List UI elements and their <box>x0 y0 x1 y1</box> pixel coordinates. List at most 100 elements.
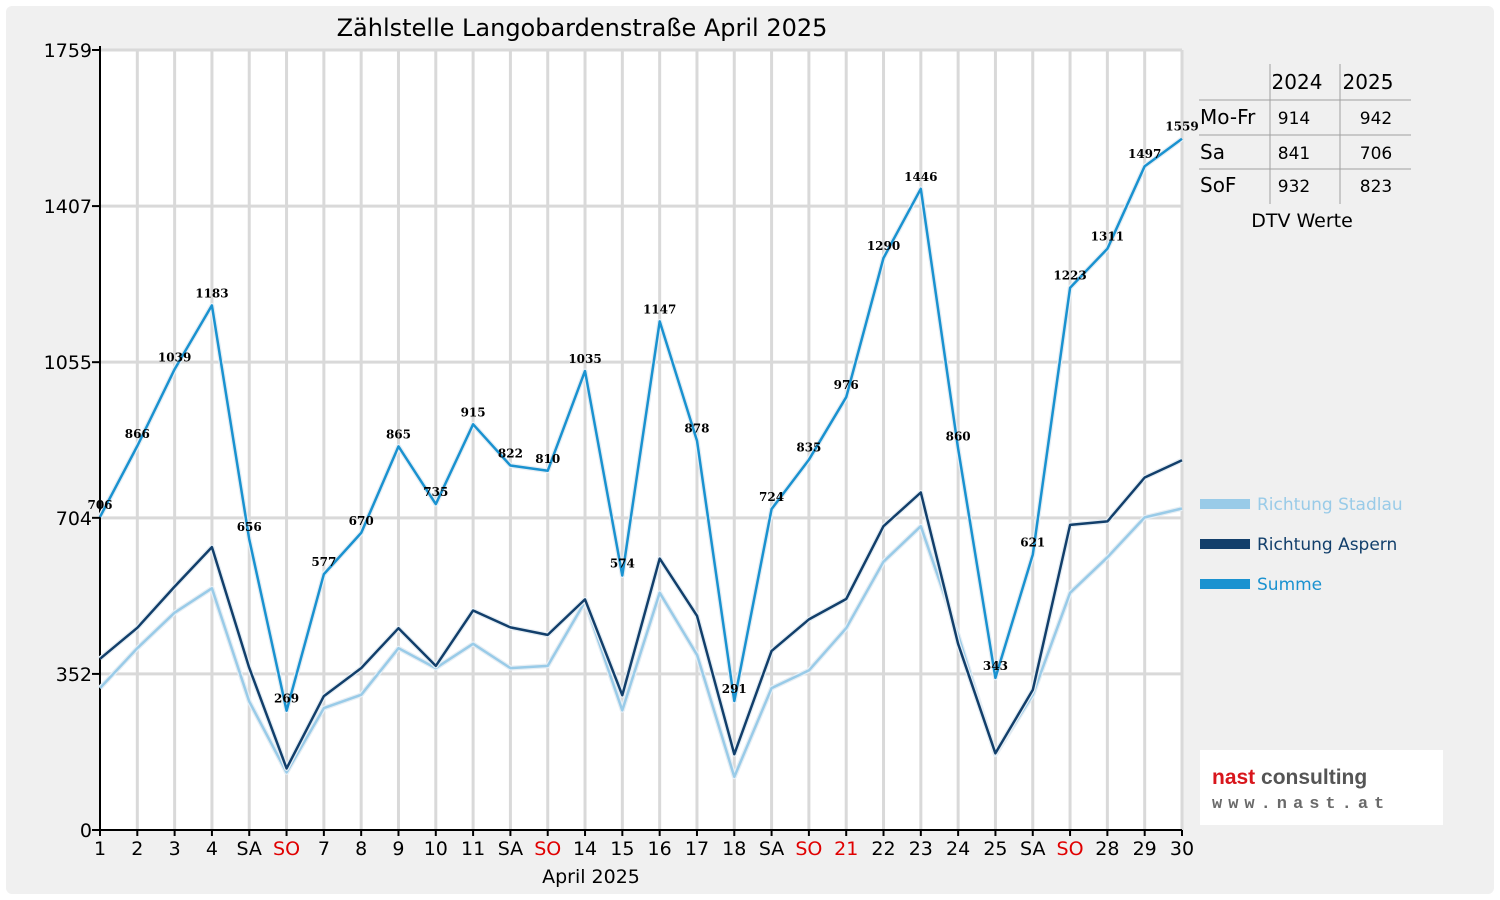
x-tick-label: 28 <box>1095 838 1119 860</box>
dtv-col-2025: 2025 <box>1343 70 1394 94</box>
logo-box <box>1200 750 1443 825</box>
dtv-col-2024: 2024 <box>1272 70 1323 94</box>
x-tick-label: 22 <box>871 838 895 860</box>
data-label: 1446 <box>904 170 937 184</box>
data-label: 878 <box>684 422 709 436</box>
data-label: 577 <box>311 555 336 569</box>
x-tick-label: 16 <box>648 838 672 860</box>
legend: Richtung Stadlau Richtung Aspern Summe <box>1200 495 1403 595</box>
x-tick-label: SA <box>1020 838 1045 860</box>
logo-wordmark: nast consulting <box>1212 766 1367 789</box>
dtv-cell: 914 <box>1278 109 1310 129</box>
data-label: 1290 <box>867 239 900 253</box>
x-tick-label: 9 <box>392 838 404 860</box>
x-tick-label: 11 <box>461 838 485 860</box>
company-logo: nast consulting www.nast.at <box>1200 750 1443 825</box>
x-tick-label: 15 <box>610 838 634 860</box>
dtv-table: 2024 2025 Mo-Fr 914 942 Sa 841 706 SoF 9… <box>1199 64 1411 232</box>
x-tick-label: 17 <box>685 838 709 860</box>
data-label: 835 <box>796 441 821 455</box>
y-tick-label: 1407 <box>44 196 92 218</box>
x-tick-label: SO <box>273 838 300 860</box>
data-label: 1497 <box>1128 147 1161 161</box>
y-tick-label: 0 <box>80 820 92 842</box>
data-label: 822 <box>498 446 523 460</box>
dtv-row-label: SoF <box>1200 173 1236 197</box>
series-lines <box>97 136 1184 780</box>
dtv-cell: 823 <box>1360 177 1392 197</box>
data-label: 574 <box>610 556 635 570</box>
dtv-cell: 932 <box>1278 177 1310 197</box>
x-tick-label: 10 <box>424 838 448 860</box>
x-tick-label: 8 <box>355 838 367 860</box>
data-label: 1035 <box>568 352 601 366</box>
data-label: 706 <box>87 498 112 512</box>
dtv-row-label: Mo-Fr <box>1200 105 1256 129</box>
x-tick-label: 21 <box>834 838 858 860</box>
data-label: 865 <box>386 427 411 441</box>
chart-title: Zählstelle Langobardenstraße April 2025 <box>337 14 828 42</box>
x-tick-label: SO <box>795 838 822 860</box>
x-tick-label: 25 <box>983 838 1007 860</box>
legend-label: Richtung Stadlau <box>1257 495 1403 515</box>
x-tick-label: 29 <box>1133 838 1157 860</box>
x-tick-label: SA <box>759 838 784 860</box>
legend-swatch <box>1200 579 1250 589</box>
legend-label: Richtung Aspern <box>1257 535 1397 555</box>
data-label: 269 <box>274 692 299 706</box>
y-tick-label: 1759 <box>44 40 92 62</box>
data-label: 860 <box>946 430 971 444</box>
x-tick-label: 2 <box>131 838 143 860</box>
data-label: 1147 <box>643 302 676 316</box>
x-tick-label: 7 <box>318 838 330 860</box>
dtv-cell: 841 <box>1278 144 1310 164</box>
x-tick-label: 14 <box>573 838 597 860</box>
x-tick-label: SO <box>534 838 561 860</box>
data-label: 621 <box>1020 536 1045 550</box>
x-tick-label: SO <box>1057 838 1084 860</box>
dtv-caption: DTV Werte <box>1251 210 1353 232</box>
y-tick-label: 704 <box>56 508 92 530</box>
x-tick-label: 4 <box>206 838 218 860</box>
x-tick-label: 24 <box>946 838 970 860</box>
data-label: 1223 <box>1053 269 1086 283</box>
series-line-summe <box>98 137 1183 712</box>
x-tick-label: 18 <box>722 838 746 860</box>
dtv-cell: 942 <box>1360 109 1392 129</box>
legend-label: Summe <box>1257 575 1322 595</box>
legend-swatch <box>1200 539 1250 549</box>
x-tick-label: 23 <box>909 838 933 860</box>
x-axis-label: April 2025 <box>542 866 640 888</box>
data-label: 915 <box>461 405 486 419</box>
x-tick-label: 1 <box>94 838 106 860</box>
x-tick-label: 3 <box>169 838 181 860</box>
grid <box>100 48 1184 830</box>
data-label: 343 <box>983 659 1008 673</box>
data-label: 656 <box>237 520 262 534</box>
legend-swatch <box>1200 499 1250 509</box>
data-label: 291 <box>722 682 747 696</box>
data-label: 1183 <box>195 286 228 300</box>
y-tick-label: 352 <box>56 664 92 686</box>
data-label: 735 <box>423 485 448 499</box>
data-label: 1311 <box>1091 230 1124 244</box>
data-label: 670 <box>349 514 374 528</box>
dtv-cell: 706 <box>1360 144 1392 164</box>
data-label: 976 <box>834 378 859 392</box>
x-tick-label: SA <box>237 838 262 860</box>
x-tick-label: SA <box>498 838 523 860</box>
data-label: 724 <box>759 490 784 504</box>
data-label: 810 <box>535 452 560 466</box>
y-tick-label: 1055 <box>44 352 92 374</box>
x-tick-label: 30 <box>1170 838 1194 860</box>
series-line-richtung-aspern <box>99 459 1183 770</box>
dtv-row-label: Sa <box>1200 140 1225 164</box>
data-label: 866 <box>125 427 150 441</box>
data-labels: 706 866 1039 1183 656 269 577 670 865 735 915 822 81… <box>87 120 1198 706</box>
chart-frame: 0 352 704 1055 1407 1759 1 2 3 4 SA SO 7 8 9 10 11 SA SO 14… <box>6 6 1494 894</box>
data-label: 1559 <box>1165 120 1198 134</box>
logo-url: www.nast.at <box>1212 795 1390 814</box>
data-label: 1039 <box>158 350 191 364</box>
